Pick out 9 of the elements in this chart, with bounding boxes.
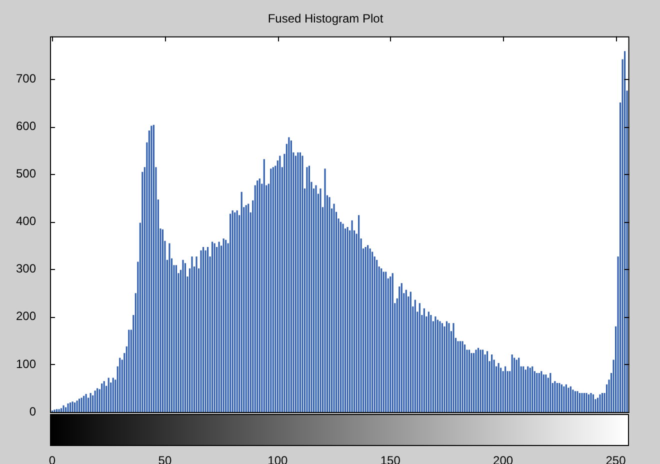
y-tick-label: 0 bbox=[29, 404, 36, 418]
y-tick-label: 200 bbox=[16, 309, 36, 324]
chart-title: Fused Histogram Plot bbox=[268, 12, 384, 26]
y-tick-label: 600 bbox=[16, 119, 36, 134]
y-tick-label: 400 bbox=[16, 214, 36, 228]
y-tick-label: 100 bbox=[16, 356, 36, 371]
y-tick-label: 300 bbox=[16, 262, 36, 276]
y-tick-label: 500 bbox=[16, 166, 36, 181]
y-tick-label: 700 bbox=[16, 72, 36, 86]
